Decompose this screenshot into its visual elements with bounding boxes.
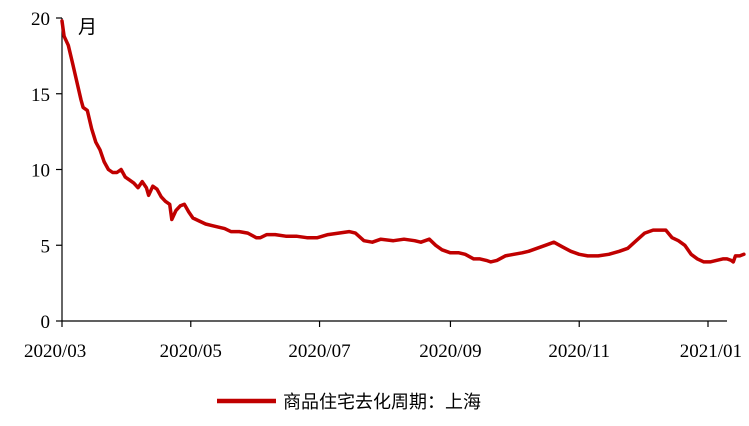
legend: 商品住宅去化周期：上海 (217, 392, 481, 413)
x-tick-label: 2021/01 (680, 341, 742, 362)
y-tick-label: 15 (31, 85, 50, 106)
y-tick-label: 5 (41, 236, 51, 257)
x-tick-label: 2020/05 (160, 341, 222, 362)
x-tick-label: 2020/03 (24, 341, 86, 362)
y-tick-label: 10 (31, 161, 50, 182)
y-axis-unit-label: 月 (78, 16, 97, 38)
x-ticks: 2020/03 2020/05 2020/07 2020/09 2020/11 2021/… (24, 321, 742, 362)
series-line-0 (60, 19, 746, 264)
x-tick-label: 2020/07 (288, 341, 350, 362)
x-tick-label: 2020/11 (548, 341, 610, 362)
x-tick-label: 2020/09 (419, 341, 481, 362)
y-ticks: 0 5 10 15 20 (31, 9, 62, 333)
legend-label-0: 商品住宅去化周期：上海 (283, 392, 481, 413)
axes (61, 18, 727, 322)
y-tick-label: 0 (41, 312, 51, 333)
series-layer (60, 19, 746, 264)
y-tick-label: 20 (31, 9, 50, 30)
